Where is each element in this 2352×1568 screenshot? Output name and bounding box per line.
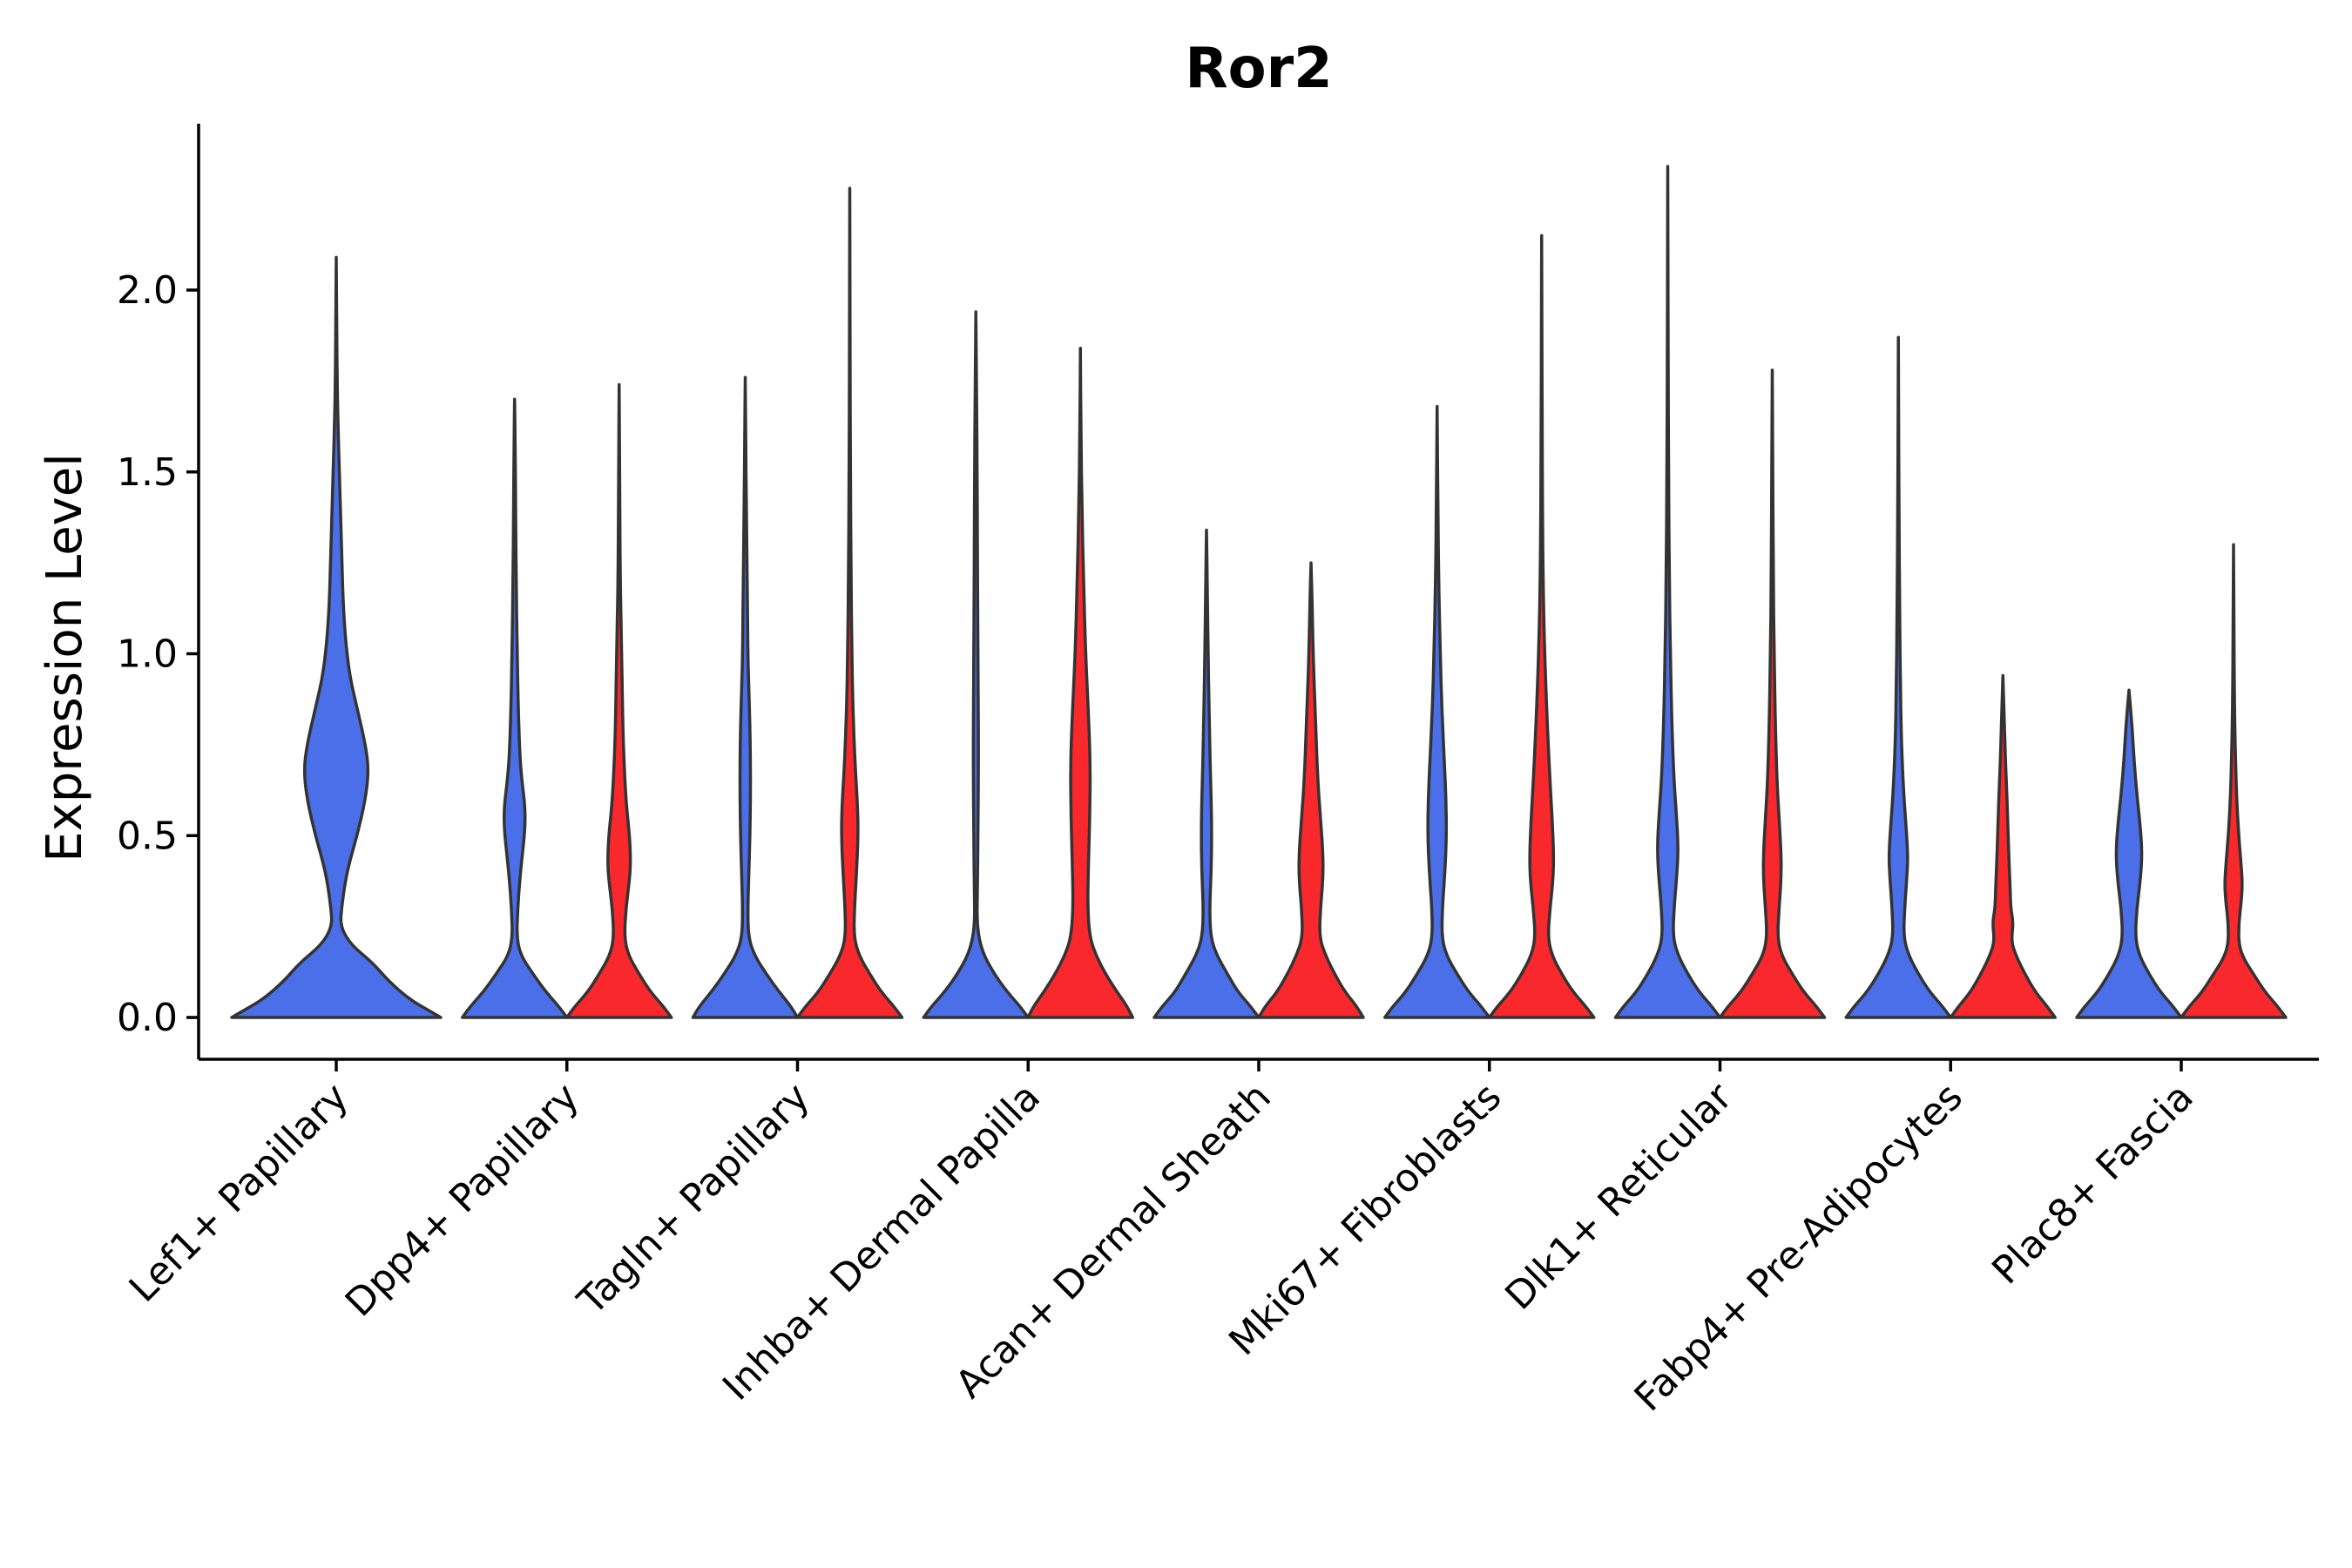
- violin-inhba-dermal-papilla-group1: [922, 310, 1030, 1019]
- y-tick-label: 1.0: [117, 632, 178, 677]
- violin-fabp4-pre-adipocytes-group1: [1844, 335, 1952, 1019]
- violin-acan-dermal-sheath-group1: [1152, 528, 1260, 1019]
- y-tick-label: 1.5: [117, 450, 178, 495]
- y-tick-label: 2.0: [117, 268, 178, 313]
- y-tick-label: 0.5: [117, 814, 178, 858]
- violin-plac8-fascia-group2: [2180, 543, 2288, 1019]
- x-tick-label-lef1-papillary: Lef1+ Papillary: [121, 1075, 357, 1311]
- violin-tagln-papillary-group2: [795, 186, 904, 1019]
- violin-plac8-fascia-group1: [2075, 688, 2183, 1019]
- violin-dlk1-reticular-group2: [1718, 368, 1827, 1019]
- violin-fabp4-pre-adipocytes-group2: [1949, 673, 2057, 1019]
- violin-mki67-fibroblasts-group1: [1383, 404, 1491, 1019]
- x-tick-label-tagln-papillary: Tagln+ Papillary: [569, 1075, 818, 1324]
- violins-layer: [230, 165, 2288, 1019]
- violin-dpp4-papillary-group2: [565, 382, 673, 1019]
- violin-acan-dermal-sheath-group2: [1257, 561, 1365, 1019]
- violin-inhba-dermal-papilla-group2: [1026, 347, 1134, 1019]
- y-axis: 0.0 0.5 1.0 1.5 2.0: [117, 124, 200, 1059]
- x-tick-label-plac8-fascia: Plac8+ Fascia: [1984, 1075, 2202, 1294]
- x-tick-label-dlk1-reticular: Dlk1+ Reticular: [1497, 1074, 1741, 1319]
- violin-tagln-papillary-group1: [691, 375, 800, 1019]
- y-tick-label: 0.0: [117, 996, 178, 1040]
- violin-lef1-papillary-group1: [230, 255, 443, 1019]
- chart-title: Ror2: [1185, 37, 1332, 101]
- violin-mki67-fibroblasts-group2: [1488, 233, 1596, 1019]
- y-axis-label: Expression Level: [37, 453, 93, 862]
- violin-dlk1-reticular-group1: [1613, 165, 1722, 1019]
- x-tick-label-dpp4-papillary: Dpp4+ Papillary: [337, 1075, 588, 1326]
- violin-dpp4-papillary-group1: [461, 397, 569, 1019]
